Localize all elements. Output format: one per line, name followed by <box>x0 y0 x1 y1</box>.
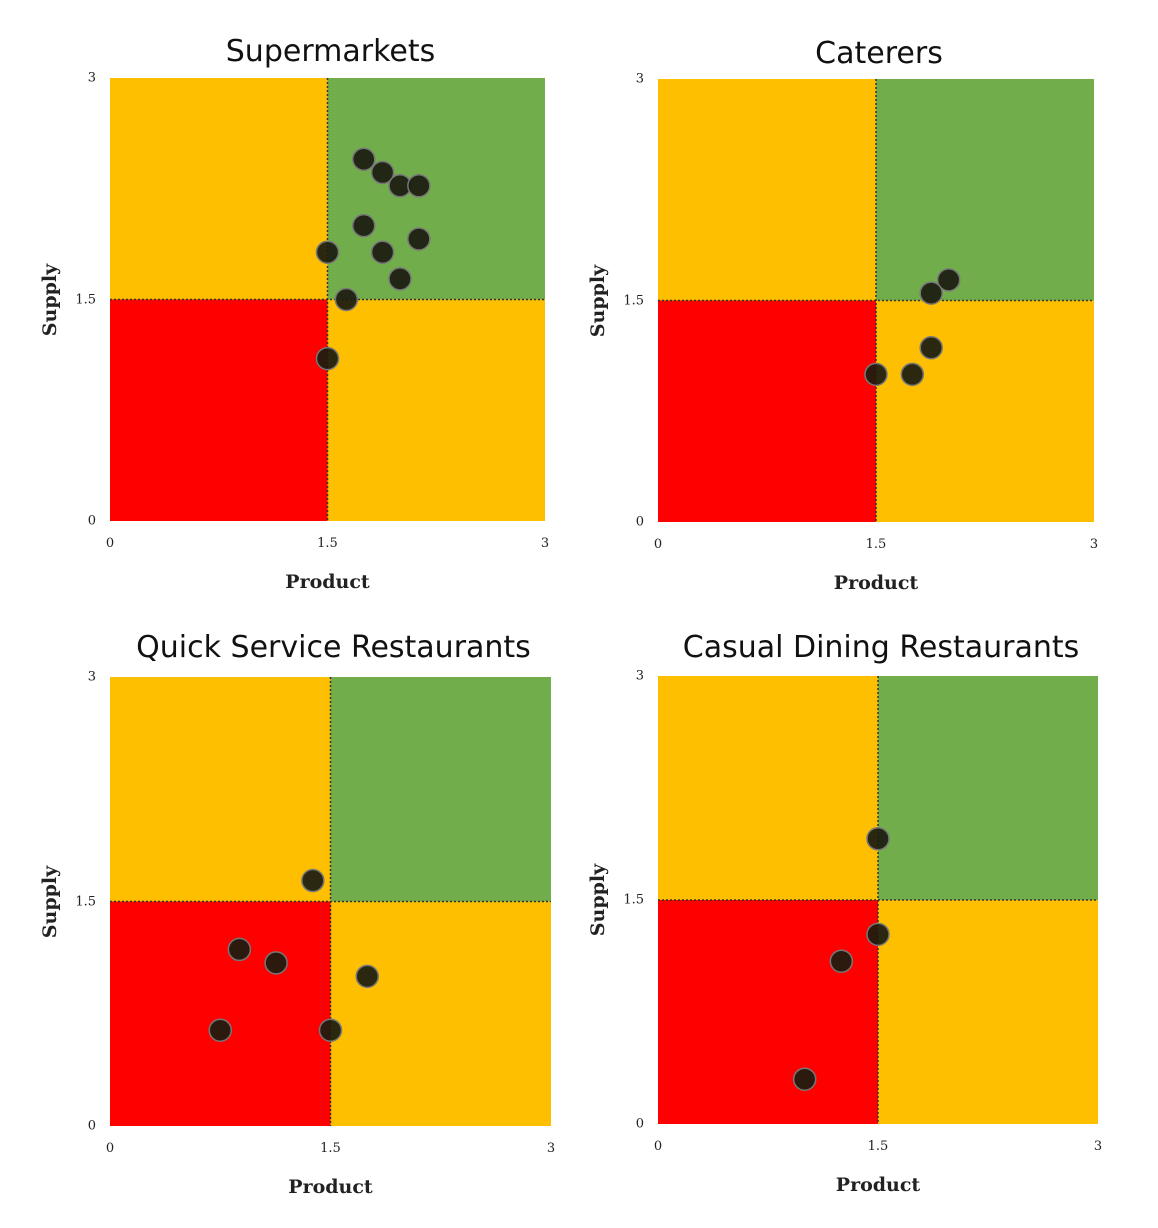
quadrant-bottom-right <box>878 900 1098 1124</box>
y-tick-label: 1.5 <box>623 293 644 308</box>
quadrant-top-left <box>110 677 331 902</box>
data-point <box>407 174 431 198</box>
x-tick-label: 0 <box>653 537 663 552</box>
quadrant-bottom-left <box>658 900 878 1124</box>
data-point <box>900 362 925 387</box>
x-axis-label: Product <box>833 572 919 594</box>
x-tick-label: 0 <box>105 1141 115 1156</box>
y-tick-label: 3 <box>635 668 644 684</box>
quadrant-bottom-left <box>110 901 331 1126</box>
x-tick-label: 0 <box>653 1139 663 1154</box>
quadrant-top-right <box>878 676 1098 900</box>
y-tick-label: 1.5 <box>75 292 96 307</box>
data-point <box>264 951 288 975</box>
data-point <box>318 1018 343 1042</box>
chart-title: Quick Service Restaurants <box>136 630 531 665</box>
chart-title: Supermarkets <box>225 34 436 69</box>
quadrant-top-right <box>330 677 551 902</box>
quadrant-bottom-left <box>658 300 876 522</box>
data-point <box>355 964 379 989</box>
y-axis-label: Supply <box>39 865 61 938</box>
x-tick-label: 1.5 <box>867 1139 889 1154</box>
data-point <box>352 213 376 238</box>
x-tick-label: 3 <box>546 1141 556 1156</box>
y-tick-label: 3 <box>635 71 644 87</box>
y-tick-label: 0 <box>635 1116 644 1132</box>
y-tick-label: 0 <box>87 513 96 529</box>
x-tick-label: 1.5 <box>320 1141 341 1156</box>
quadrant-bottom-right <box>876 300 1094 522</box>
quadrant-bottom-right <box>327 299 545 521</box>
data-point <box>208 1018 232 1042</box>
data-point <box>407 227 431 251</box>
data-point <box>388 174 412 198</box>
data-point <box>388 267 412 291</box>
x-axis-label: Product <box>288 1176 373 1198</box>
y-axis-label: Supply <box>587 264 609 337</box>
data-point <box>315 346 340 371</box>
x-tick-label: 3 <box>1093 1139 1103 1154</box>
data-point <box>829 949 854 973</box>
data-point <box>919 336 943 360</box>
x-axis-label: Product <box>285 571 370 593</box>
chart-title: Caterers <box>815 36 943 71</box>
data-point <box>301 868 325 893</box>
quadrant-top-right <box>876 79 1094 301</box>
x-tick-label: 0 <box>105 536 115 551</box>
data-point <box>919 281 943 305</box>
quadrant-top-left <box>658 676 878 900</box>
data-point <box>315 240 340 264</box>
data-point <box>866 827 890 851</box>
y-tick-label: 0 <box>635 514 644 530</box>
data-point <box>370 160 395 185</box>
data-point <box>866 922 890 947</box>
x-axis-label: Product <box>835 1174 921 1196</box>
quadrant-top-right <box>327 78 545 300</box>
data-point <box>792 1067 817 1091</box>
data-point <box>936 268 961 292</box>
y-tick-label: 3 <box>87 70 96 86</box>
quadrant-top-left <box>658 79 876 301</box>
chart-title: Casual Dining Restaurants <box>682 630 1080 665</box>
y-tick-label: 1.5 <box>623 892 644 908</box>
x-tick-label: 3 <box>540 536 550 551</box>
x-tick-label: 1.5 <box>865 537 887 552</box>
x-tick-label: 3 <box>1089 537 1099 552</box>
y-tick-label: 1.5 <box>75 894 96 909</box>
data-point <box>370 240 395 264</box>
data-point <box>334 287 359 312</box>
y-tick-label: 0 <box>87 1118 96 1134</box>
quadrant-bottom-right <box>330 901 551 1126</box>
data-point <box>864 362 888 387</box>
data-point <box>227 937 252 962</box>
y-axis-label: Supply <box>587 863 609 937</box>
y-axis-label: Supply <box>39 263 61 336</box>
data-point <box>352 147 376 171</box>
quadrant-top-left <box>110 78 328 300</box>
y-tick-label: 3 <box>87 669 96 685</box>
x-tick-label: 1.5 <box>317 536 338 551</box>
quadrant-bottom-left <box>110 299 328 521</box>
